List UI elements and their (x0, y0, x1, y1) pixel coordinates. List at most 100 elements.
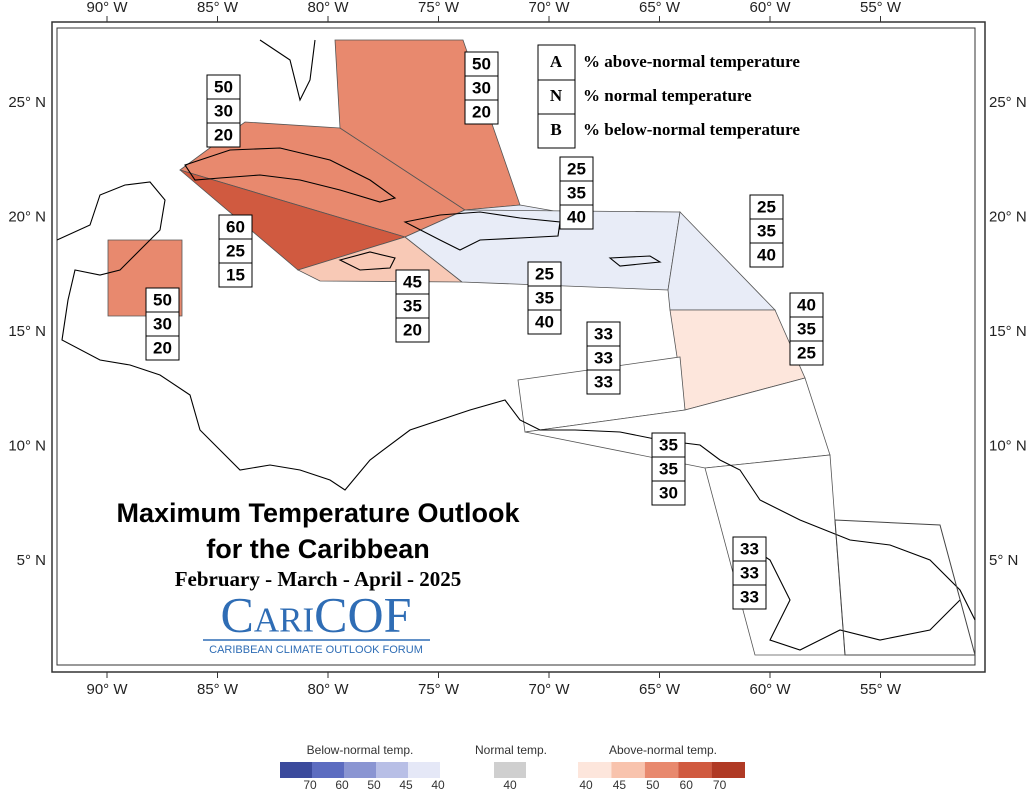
colorbar-swatch (711, 762, 745, 778)
probability-cell (789, 340, 824, 366)
probability-cell (732, 584, 767, 610)
latitude-label: 5° N (17, 552, 46, 569)
probability-below: 20 (472, 102, 491, 121)
colorbar-tick: 40 (503, 778, 517, 791)
probability-cell (527, 285, 562, 311)
probability-cell (586, 369, 621, 395)
probability-above: 50 (214, 77, 233, 96)
probability-cell (145, 287, 180, 313)
latitude-label: 15° N (8, 323, 46, 340)
longitude-label: 70° W (528, 0, 570, 16)
probability-below: 33 (740, 587, 759, 606)
probability-cell (145, 335, 180, 361)
probability-below: 40 (535, 312, 554, 331)
latitude-label: 20° N (989, 208, 1027, 225)
key-letter: A (550, 52, 563, 71)
probability-above: 40 (797, 295, 816, 314)
longitude-label: 65° W (639, 681, 681, 698)
probability-normal: 35 (757, 221, 776, 240)
colorbar-tick: 50 (646, 778, 660, 791)
probability-below: 15 (226, 265, 245, 284)
key-text: % above-normal temperature (583, 52, 800, 71)
colorbar-tick: 40 (579, 778, 593, 791)
probability-cell (789, 316, 824, 342)
colorbar-swatch (678, 762, 712, 778)
probability-above: 33 (594, 324, 613, 343)
colorbar-swatch (376, 762, 408, 778)
probability-below: 20 (214, 125, 233, 144)
colorbar-swatch (408, 762, 440, 778)
longitude-label: 75° W (418, 0, 460, 16)
colorbar-tick: 45 (399, 778, 413, 791)
longitude-label: 85° W (197, 681, 239, 698)
probability-cell (527, 261, 562, 287)
probability-cell (651, 480, 686, 506)
colorbar-swatch (611, 762, 645, 778)
longitude-label: 80° W (307, 681, 349, 698)
probability-cell (559, 180, 594, 206)
probability-normal: 33 (740, 563, 759, 582)
title: Maximum Temperature Outlook (116, 498, 520, 528)
longitude-label: 55° W (860, 681, 902, 698)
colorbar-swatch (494, 762, 526, 778)
key-box (537, 44, 576, 149)
probability-above: 50 (472, 54, 491, 73)
longitude-label: 60° W (749, 681, 791, 698)
probability-above: 25 (567, 159, 586, 178)
colorbar-label: Normal temp. (475, 743, 547, 757)
colorbar-tick: 40 (431, 778, 445, 791)
probability-cell (749, 242, 784, 268)
probability-normal: 35 (403, 296, 422, 315)
latitude-label: 5° N (989, 552, 1018, 569)
latitude-label: 20° N (8, 208, 46, 225)
longitude-label: 80° W (307, 0, 349, 16)
probability-normal: 30 (153, 314, 172, 333)
probability-below: 40 (567, 207, 586, 226)
latitude-label: 25° N (989, 94, 1027, 111)
longitude-label: 75° W (418, 681, 460, 698)
longitude-label: 85° W (197, 0, 239, 16)
latitude-label: 25° N (8, 94, 46, 111)
probability-cell (527, 309, 562, 335)
colorbar-tick: 50 (367, 778, 381, 791)
probability-cell (206, 74, 241, 100)
probability-normal: 33 (594, 348, 613, 367)
colorbar-swatch (344, 762, 376, 778)
probability-cell (464, 99, 499, 125)
longitude-label: 90° W (86, 0, 128, 16)
season: February - March - April - 2025 (175, 567, 462, 591)
longitude-label: 70° W (528, 681, 570, 698)
probability-cell (789, 292, 824, 318)
logo: CariCOF (221, 586, 412, 642)
colorbar-swatch (280, 762, 312, 778)
longitude-label: 55° W (860, 0, 902, 16)
colorbar-tick: 60 (335, 778, 349, 791)
probability-above: 25 (757, 197, 776, 216)
latitude-label: 10° N (989, 437, 1027, 454)
logo-subtitle: CARIBBEAN CLIMATE OUTLOOK FORUM (209, 644, 423, 656)
probability-below: 33 (594, 372, 613, 391)
region-borders (834, 519, 976, 656)
probability-cell (395, 269, 430, 295)
coastlines (56, 39, 976, 651)
probability-cell (218, 262, 253, 288)
probability-above: 45 (403, 272, 422, 291)
probability-normal: 30 (472, 78, 491, 97)
latitude-label: 10° N (8, 437, 46, 454)
colorbar-swatch (578, 762, 612, 778)
probability-normal: 30 (214, 101, 233, 120)
colorbar-tick: 45 (613, 778, 627, 791)
probability-normal: 25 (226, 241, 245, 260)
longitude-label: 90° W (86, 681, 128, 698)
probability-cell (586, 345, 621, 371)
key-letter: B (550, 120, 561, 139)
key-letter: N (550, 86, 563, 105)
key-text: % below-normal temperature (583, 120, 800, 139)
probability-above: 25 (535, 264, 554, 283)
colorbar-swatch (312, 762, 344, 778)
probability-above: 50 (153, 290, 172, 309)
colorbar-tick: 60 (680, 778, 694, 791)
probability-above: 35 (659, 435, 678, 454)
probability-cell (145, 311, 180, 337)
probability-below: 40 (757, 245, 776, 264)
